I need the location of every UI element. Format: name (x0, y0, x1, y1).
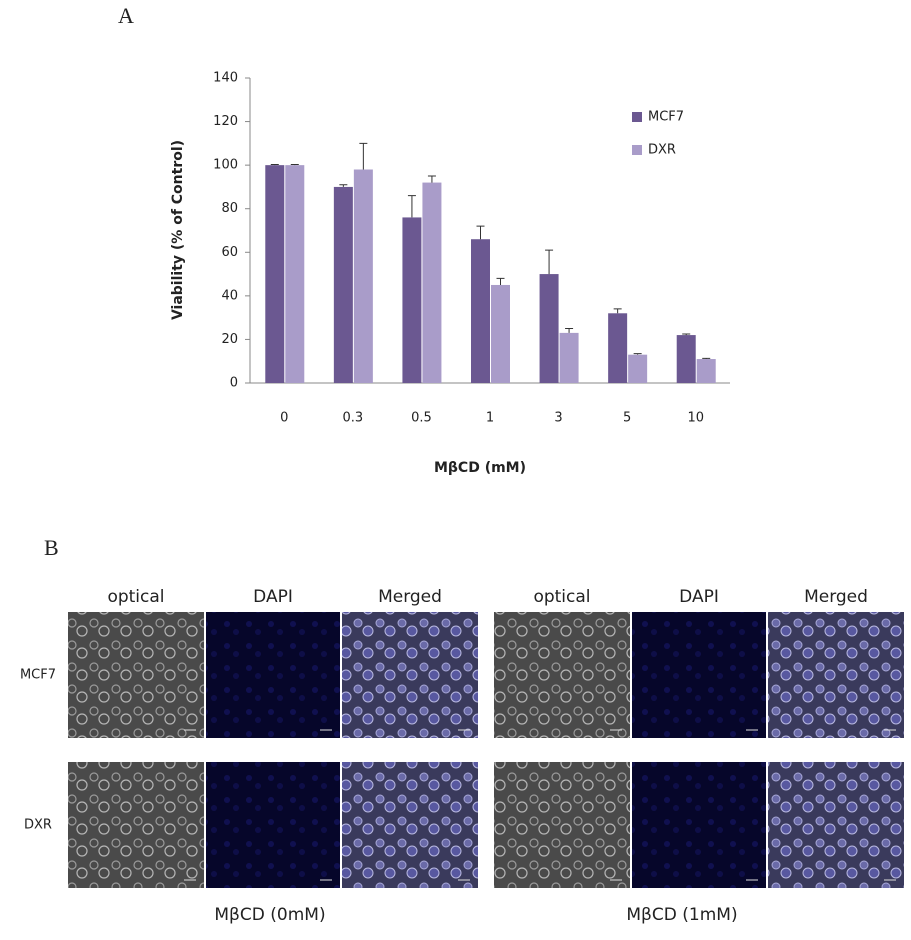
y-axis-label: Viability (% of Control) (170, 140, 186, 320)
bar (333, 186, 353, 383)
y-tick-label: 60 (221, 245, 238, 260)
x-tick-label: 10 (687, 411, 704, 426)
row-label: MCF7 (20, 668, 56, 683)
condition-label: MβCD (0mM) (214, 905, 325, 925)
micrograph (206, 612, 340, 738)
column-header: optical (107, 587, 164, 607)
legend-label: MCF7 (648, 110, 684, 125)
micrograph (342, 612, 478, 738)
y-tick-label: 20 (221, 332, 238, 347)
y-tick-label: 40 (221, 288, 238, 303)
bar (696, 359, 716, 383)
micrograph (632, 762, 766, 888)
error-bar (407, 195, 416, 218)
error-bar (613, 308, 622, 314)
micrograph (768, 762, 904, 888)
y-tick-label: 120 (213, 114, 238, 129)
row-label: DXR (24, 818, 52, 833)
bar (353, 169, 373, 383)
error-bar (290, 163, 299, 166)
x-axis-label: MβCD (mM) (434, 460, 526, 476)
x-tick-label: 0 (280, 411, 288, 426)
y-tick-label: 80 (221, 201, 238, 216)
micrograph (68, 612, 204, 738)
bar (265, 165, 285, 383)
bar (559, 332, 579, 383)
micrograph (206, 762, 340, 888)
bar (285, 165, 305, 383)
bar (402, 217, 422, 383)
condition-label: MβCD (1mM) (626, 905, 737, 925)
column-header: DAPI (253, 587, 293, 607)
bar (422, 182, 442, 383)
error-bar (682, 333, 691, 336)
bar (471, 239, 490, 383)
error-bar (270, 163, 279, 166)
bar (608, 313, 628, 383)
legend-label: DXR (648, 143, 676, 158)
error-bar (565, 328, 574, 333)
error-bar (339, 184, 348, 187)
x-tick-label: 1 (486, 411, 494, 426)
panel-label: B (44, 535, 59, 560)
micrograph (68, 762, 204, 888)
column-header: DAPI (679, 587, 719, 607)
bar (491, 284, 510, 383)
micrograph (632, 612, 766, 738)
bar (628, 354, 648, 383)
error-bar (545, 249, 554, 275)
micrograph (768, 612, 904, 738)
column-header: Merged (378, 587, 442, 607)
x-tick-label: 5 (623, 411, 631, 426)
error-bar (496, 277, 505, 285)
y-tick-label: 100 (213, 158, 238, 173)
legend-swatch (632, 145, 642, 155)
error-bar (427, 175, 436, 183)
x-tick-label: 0.3 (343, 411, 364, 426)
legend-swatch (632, 112, 642, 122)
y-tick-label: 140 (213, 71, 238, 86)
x-tick-label: 0.5 (411, 411, 432, 426)
panel-label: A (118, 3, 134, 28)
column-header: optical (533, 587, 590, 607)
micrograph (494, 762, 630, 888)
error-bar (476, 225, 485, 240)
bar (539, 274, 559, 383)
y-tick-label: 0 (230, 376, 238, 391)
micrograph (494, 612, 630, 738)
x-tick-label: 3 (554, 411, 562, 426)
error-bar (702, 357, 711, 360)
error-bar (359, 142, 368, 170)
bar (676, 335, 696, 383)
error-bar (633, 353, 642, 355)
column-header: Merged (804, 587, 868, 607)
micrograph (342, 762, 478, 888)
